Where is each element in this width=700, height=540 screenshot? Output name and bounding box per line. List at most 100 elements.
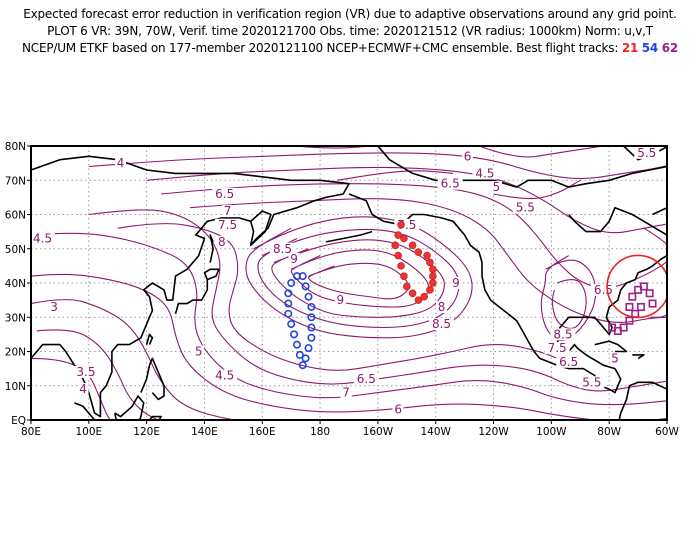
contour-label: 3 <box>50 300 58 314</box>
contour-label-bg <box>429 318 455 331</box>
contour-line <box>31 357 112 420</box>
contour-label: 8.5 <box>553 327 572 341</box>
track-21-point <box>414 296 423 304</box>
track-21-point <box>423 251 431 260</box>
title-line-3-text: NCEP/UM ETKF based on 177-member 2020121… <box>21 41 619 55</box>
lon-tick-label: 80E <box>21 426 41 438</box>
track-54-point <box>287 320 296 329</box>
contour-label: 5 <box>611 351 619 365</box>
track-label-54: 54 <box>641 41 659 55</box>
coastline <box>632 354 645 360</box>
lon-tick-label: 100W <box>536 426 567 438</box>
contour-label-bg <box>288 253 300 266</box>
contour-label: 4.5 <box>475 166 494 180</box>
track-62-point <box>625 316 634 325</box>
lon-tick-label: 140W <box>421 426 452 438</box>
lat-tick-label: 20N <box>5 347 26 359</box>
lat-tick-label: 50N <box>5 244 26 256</box>
lon-tick-label: 140E <box>191 426 218 438</box>
coastline <box>74 402 99 420</box>
contour-line <box>36 329 160 420</box>
track-54-point <box>292 340 301 349</box>
contour-line <box>245 216 473 339</box>
contour-line <box>189 198 667 323</box>
contour-labels: 644.556.56.55.577.587.54.58.59998.585.56… <box>31 146 660 417</box>
lon-tick-label: 120W <box>478 426 509 438</box>
contour-line <box>290 249 430 308</box>
coastline <box>209 234 214 263</box>
track-21-point <box>429 279 437 287</box>
coastline <box>348 193 667 394</box>
track-21-point <box>426 258 434 267</box>
contour-label: 9 <box>452 276 460 290</box>
coastline <box>377 146 667 188</box>
contour-line <box>88 209 667 392</box>
title-line-3: NCEP/UM ETKF based on 177-member 2020121… <box>0 40 700 57</box>
track-62-point <box>645 289 654 298</box>
track-21-point <box>429 272 437 280</box>
contour-label-bg <box>437 177 463 190</box>
contour-label: 7.5 <box>548 341 567 355</box>
track-54-point <box>287 278 296 287</box>
contour-label-bg <box>392 403 404 416</box>
contour-label-bg <box>550 328 576 341</box>
track-54-point <box>295 350 304 359</box>
track-21-point <box>397 220 405 229</box>
track-54-point <box>284 309 293 318</box>
contour-label: 5.5 <box>637 146 656 160</box>
lat-tick-label: 30N <box>5 312 26 324</box>
contour-label: 4 <box>79 382 87 396</box>
coastline <box>174 268 220 315</box>
contour-label-bg <box>512 201 538 214</box>
contour-label: 8 <box>218 235 226 249</box>
contour-line <box>551 279 587 330</box>
contour-label-bg <box>490 181 502 194</box>
track-54-point <box>307 333 316 342</box>
track-21-point <box>408 241 417 250</box>
track-21-point <box>408 289 417 298</box>
contour-label-bg <box>544 342 570 355</box>
contour-line <box>493 179 581 200</box>
contour-label-bg <box>472 167 498 180</box>
coastline <box>568 206 667 236</box>
track-21-point <box>394 251 402 260</box>
track-21-point <box>403 282 411 291</box>
track-21-point <box>420 292 428 301</box>
track-54-point <box>304 344 313 353</box>
contour-label: 7.5 <box>218 218 237 232</box>
track-label-62: 62 <box>661 41 679 55</box>
track-21-point <box>414 248 423 256</box>
lon-tick-label: 80W <box>597 426 621 438</box>
contour-label: 4 <box>117 156 125 170</box>
contour-label-bg <box>31 232 56 245</box>
contour-line <box>31 299 239 420</box>
track-54-point <box>301 282 310 291</box>
contour-label-bg <box>436 300 448 313</box>
coastline <box>652 206 667 216</box>
title-line-1: Expected forecast error reduction in ver… <box>23 7 677 21</box>
lon-tick-label: 160W <box>363 426 394 438</box>
lat-tick-label: 10N <box>5 381 26 393</box>
lon-tick-label: 160E <box>249 426 276 438</box>
contour-label-bg <box>77 383 89 396</box>
track-62-point <box>636 302 645 311</box>
contour-label-bg <box>340 386 352 399</box>
contour-label-bg <box>450 277 462 289</box>
track-54-point <box>290 330 299 339</box>
contour-label: 7 <box>224 204 232 218</box>
track-54-point <box>307 302 316 311</box>
contour-label: 5 <box>493 180 501 194</box>
coastline <box>31 155 350 418</box>
track-21-point <box>391 241 400 250</box>
contour-label-bg <box>212 187 238 200</box>
lat-tick-label: 60N <box>5 210 26 222</box>
contour-label: 9 <box>337 293 345 307</box>
contour-label-bg <box>115 157 127 170</box>
coastline <box>148 415 162 420</box>
track-54-point <box>298 361 307 370</box>
contour-label-bg <box>270 242 296 255</box>
verification-region-circle <box>606 254 667 319</box>
contour-label-bg <box>579 376 605 389</box>
contour-label: 8.5 <box>273 242 292 256</box>
